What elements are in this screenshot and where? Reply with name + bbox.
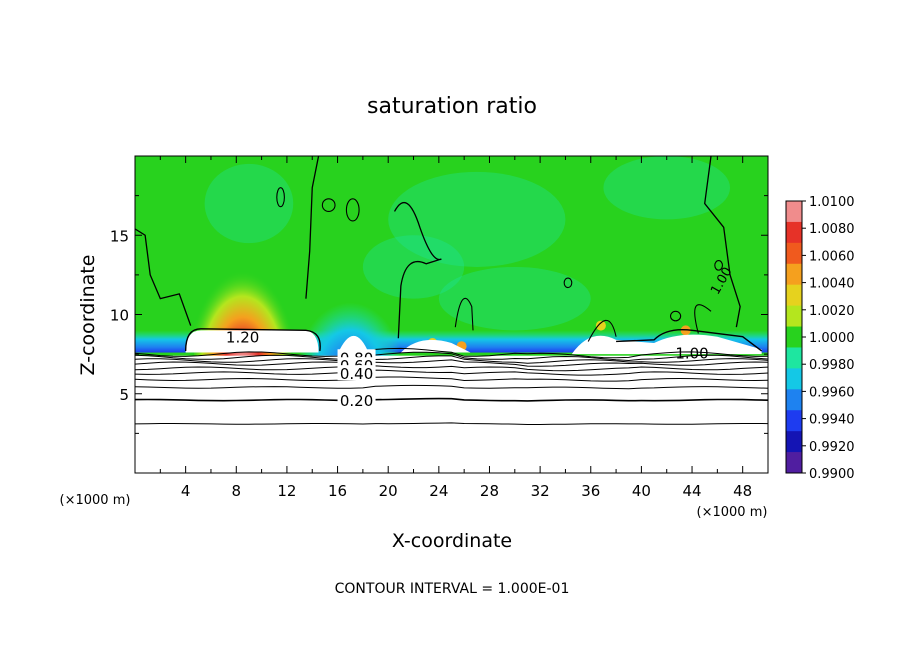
contour-loop (321, 198, 336, 213)
colorbar-label: 1.0060 (809, 249, 855, 264)
contour-line (704, 156, 741, 328)
colorbar-label: 1.0000 (809, 331, 855, 346)
colorbar-swatch (786, 452, 802, 474)
contour-line (135, 422, 768, 425)
contour-line (135, 355, 768, 364)
colorbar-label: 1.0080 (809, 222, 855, 237)
contour-label: 0.20 (340, 392, 373, 410)
x-unit-left: (×1000 m) (60, 493, 131, 508)
chart-title: saturation ratio (367, 94, 537, 119)
plot-area: 1.201.000.800.600.400.201.00 (135, 156, 768, 473)
x-axis-label: X-coordinate (392, 530, 512, 552)
field-patch (388, 171, 566, 267)
cloud-patch (571, 334, 762, 355)
contour-line (135, 351, 768, 362)
colorbar-label: 0.9940 (809, 413, 855, 428)
warm-spot (595, 320, 606, 331)
colorbar-swatch (786, 431, 802, 453)
contour-line (694, 304, 712, 334)
colorbar-label: 0.9960 (809, 385, 855, 400)
subsaturated-region (135, 355, 768, 473)
y-tick-label: 10 (110, 307, 129, 325)
colorbar-label: 1.0100 (809, 195, 855, 210)
y-tick-label: 5 (119, 386, 129, 404)
field-layer (135, 156, 768, 473)
x-tick-label: 32 (531, 482, 550, 500)
y-tick-label: 15 (110, 227, 129, 245)
contour-line (587, 319, 617, 342)
colorbar-swatch (786, 347, 802, 369)
contour-layer: 1.201.000.800.600.400.201.00 (135, 156, 768, 425)
x-tick-label: 16 (328, 482, 347, 500)
x-tick-label: 12 (277, 482, 296, 500)
contour-line (454, 297, 474, 331)
contour-loop (563, 277, 573, 289)
colorbar-label: 0.9980 (809, 358, 855, 373)
colorbar-swatch (786, 326, 802, 348)
x-tick-label: 8 (232, 482, 242, 500)
field-patch (603, 156, 731, 220)
colorbar-label: 1.0020 (809, 304, 855, 319)
y-axis-ticks: 5 10 15 (110, 195, 768, 434)
contour-line (135, 369, 768, 376)
field-patch (204, 163, 294, 244)
colorbar-label: 0.9920 (809, 440, 855, 455)
colorbar-swatch (786, 201, 802, 223)
contour-loop (276, 187, 285, 208)
contour-line (393, 201, 442, 339)
x-tick-label: 20 (379, 482, 398, 500)
colorbar-swatch (786, 263, 802, 286)
contour-line (135, 228, 192, 326)
x-tick-label: 24 (429, 482, 448, 500)
colorbar-swatch (786, 305, 802, 328)
contour-label: 1.00 (675, 345, 708, 363)
contour-line (135, 397, 768, 402)
x-tick-label: 44 (682, 482, 701, 500)
contour-line (135, 347, 768, 359)
x-tick-label: 4 (181, 482, 191, 500)
contour-loop (714, 260, 723, 271)
cloud-patch (185, 330, 319, 353)
y-axis-label: Z-coordinate (77, 255, 99, 376)
x-axis-ticks: 4 8 12 16 20 24 28 32 36 40 44 48 (159, 156, 752, 500)
colorbar-swatch (786, 284, 802, 307)
contour-label: 0.40 (340, 365, 373, 383)
x-tick-label: 40 (632, 482, 651, 500)
x-tick-label: 28 (480, 482, 499, 500)
contour-line (305, 156, 320, 299)
contour-line (616, 329, 763, 352)
contour-line (184, 328, 321, 352)
contour-line (135, 365, 768, 372)
contour-line (135, 359, 768, 367)
field-patch (362, 235, 465, 299)
contour-line (135, 384, 768, 390)
contour-label: 1.20 (226, 329, 259, 347)
contour-loop (669, 310, 682, 322)
colorbar-swatch (786, 242, 802, 265)
contour-label-bg (337, 392, 376, 408)
contour-label-bg (337, 365, 376, 381)
colorbar-label: 1.0040 (809, 277, 855, 292)
x-unit-right: (×1000 m) (697, 505, 768, 520)
field-patch (438, 266, 591, 331)
colorbar-labels: 1.0100 1.0080 1.0060 1.0040 1.0020 1.0000 0.99… (802, 195, 855, 482)
contour-interval-note: CONTOUR INTERVAL = 1.000E-01 (335, 581, 570, 597)
colorbar-swatch (786, 389, 802, 411)
colorbar (785, 200, 803, 474)
colorbar-swatch (786, 221, 802, 244)
colorbar-label: 0.9900 (809, 467, 855, 482)
contour-loop (345, 198, 360, 222)
contour-line (135, 376, 768, 382)
colorbar-swatch (786, 410, 802, 432)
x-tick-label: 48 (733, 482, 752, 500)
x-tick-label: 36 (581, 482, 600, 500)
colorbar-swatch (786, 368, 802, 390)
